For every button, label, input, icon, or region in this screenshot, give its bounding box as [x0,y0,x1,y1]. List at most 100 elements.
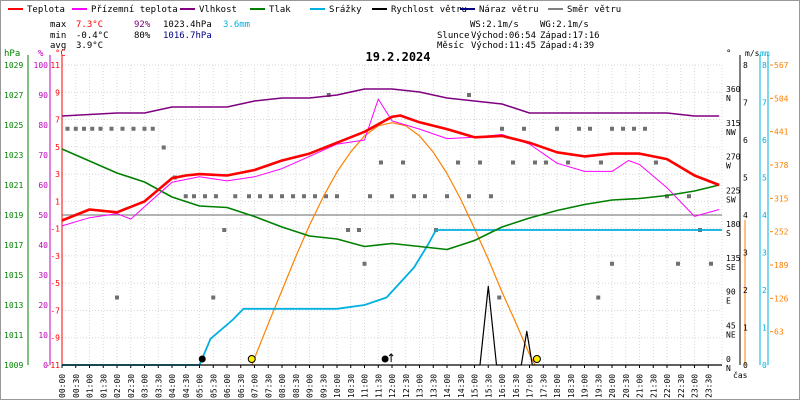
legend-label: Rychlost větru [391,5,467,15]
wind-direction-point [120,126,125,131]
wind-direction-point [131,126,136,131]
x-tick-label: 21:00 [636,374,645,398]
ms-tick-label: 2 [743,286,748,295]
x-tick-label: 13:00 [416,374,425,398]
series-line [61,88,720,117]
x-tick-label: 18:30 [567,374,576,398]
pct-axis-title: % [38,49,44,59]
dir-tick-compass: N [726,364,731,373]
hpa-tick-label: 1017 [4,241,23,250]
wind-direction-point [511,160,515,165]
ms-tick-label: 8 [743,61,748,70]
celsius-tick-label: -5 [50,279,60,288]
sunset-marker [532,355,541,363]
celsius-tick-label: -9 [50,334,60,343]
stat-min-label: min [50,31,66,41]
stat-avg-label: avg [50,41,66,51]
wind-direction-point [161,145,166,150]
x-tick-label: 18:00 [553,374,562,398]
dir-tick-compass: N [726,94,731,103]
legend-label: Teplota [27,5,65,15]
wind-direction-point [269,194,273,199]
wind-direction-point [222,228,227,232]
celsius-tick-label: 9 [55,88,60,97]
dir-axis-title: ° [726,49,731,59]
moonrise-marker [381,355,389,363]
wind-direction-point [654,160,658,165]
mm-tick-label: 1 [762,324,767,333]
series-line [251,122,536,366]
celsius-tick-label: 7 [55,116,60,125]
mm-tick-label: 0 [762,361,767,370]
dir-tick-compass: SE [726,263,736,272]
wm2-tick-label: 126 [774,294,789,303]
dir-tick-compass: E [726,297,731,306]
mm-tick-label: 5 [762,174,767,183]
x-tick-label: 09:30 [319,374,328,398]
wind-direction-point [687,194,691,199]
moon-label: Měsíc [437,41,464,51]
wind-gust-info: WG:2.1m/s [540,20,589,30]
x-tick-label: 08:30 [292,374,301,398]
wind-direction-point [621,126,625,131]
x-tick-label: 02:00 [113,374,122,398]
hpa-tick-label: 1019 [4,211,23,220]
hpa-tick-label: 1025 [4,121,23,130]
x-tick-label: 16:30 [512,374,521,398]
wind-direction-point [302,194,306,199]
wind-direction-point [115,295,119,300]
mm-tick-label: 7 [762,99,767,108]
wm2-tick-label: 504 [774,94,789,103]
x-tick-label: 11:00 [361,374,370,398]
x-tick-label: 14:00 [443,374,452,398]
ms-tick-label: 6 [743,136,748,145]
legend-label: Vlhkost [199,5,237,15]
wind-direction-point [632,126,636,131]
x-tick-label: 22:00 [663,374,672,398]
mm-tick-label: 3 [762,249,767,258]
wind-direction-point [423,194,427,199]
wind-direction-point [676,261,680,266]
pct-tick-label: 0 [43,361,48,370]
wind-direction-point [390,194,394,199]
event-markers [198,353,541,363]
wm2-tick-label: 252 [774,228,789,237]
wind-direction-point [566,160,570,165]
x-axis-title: čas [733,370,748,380]
stat-max-label: max [50,20,67,30]
hpa-tick-label: 1011 [4,331,23,340]
x-tick-label: 07:00 [251,374,260,398]
wind-direction-point [313,194,317,199]
x-tick-label: 20:00 [608,374,617,398]
wind-direction-point [478,160,482,165]
x-tick-label: 14:30 [457,374,466,398]
x-tick-label: 04:30 [182,374,191,398]
x-tick-label: 05:00 [196,374,205,398]
x-tick-label: 15:00 [471,374,480,398]
pct-tick-label: 100 [34,61,49,70]
wind-direction-point [497,295,502,300]
dir-tick-number: 135 [726,254,741,263]
dir-tick-number: 360 [726,85,741,94]
wind-direction-point [98,126,103,131]
x-tick-label: 22:30 [677,374,686,398]
legend: Teplota Přízemní teplota Vlhkost Tlak Srážky… [8,5,621,15]
wind-direction-point [533,160,537,165]
wind-direction-point [362,261,367,266]
x-tick-label: 03:30 [154,374,163,398]
pct-tick-label: 10 [38,331,48,340]
sunrise-time: Východ:06:54 [471,31,536,41]
sun-moon-info: WS:2.1m/s WG:2.1m/s Slunce Východ:06:54 … [437,20,600,51]
wind-direction-point [467,93,471,97]
stat-max-hum: 92% [134,20,151,30]
wind-direction-point [73,126,78,131]
hpa-tick-label: 1023 [4,151,23,160]
celsius-tick-label: 1 [55,197,60,206]
wm2-tick-label: 315 [774,194,789,203]
x-tick-label: 15:30 [484,374,493,398]
wind-direction-point [346,228,350,232]
wind-direction-point [577,126,581,131]
ms-tick-label: 4 [743,211,748,220]
stat-max-temp: 7.3°C [76,20,103,30]
celsius-tick-label: 3 [55,170,60,179]
